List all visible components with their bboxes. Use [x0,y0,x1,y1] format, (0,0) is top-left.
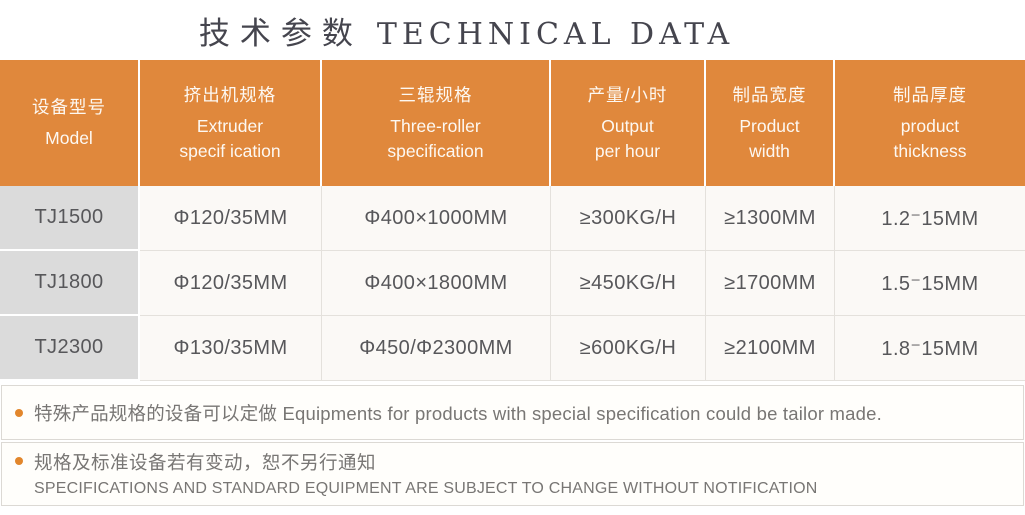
cell-output: ≥600KG/H [551,316,706,381]
header-cell-product-width: 制品宽度 Product width [706,60,835,186]
header-thickness-en: product thickness [893,115,967,161]
table-header-row: 设备型号 Model 挤出机规格 Extruder specif ication… [0,60,1025,186]
header-model-en: Model [45,128,93,149]
table-row-tj1800: TJ1800 Φ120/35MM Φ400×1800MM ≥450KG/H ≥1… [0,251,1025,316]
note-subject-to-change-zh: 规格及标准设备若有变动，恕不另行通知 [34,452,377,473]
header-cell-roller-spec: 三辊规格 Three-roller specification [322,60,551,186]
header-width-en: Product width [739,115,800,161]
cell-output: ≥450KG/H [551,251,706,316]
cell-product-thickness: 1.2⁻15MM [835,186,1025,251]
cell-model: TJ1500 [0,186,140,251]
header-extruder-zh: 挤出机规格 [183,84,277,105]
cell-extruder-spec: Φ120/35MM [140,251,322,316]
cell-product-width: ≥1300MM [706,186,835,251]
header-output-en: Output per hour [594,115,661,161]
cell-model: TJ1800 [0,251,140,316]
header-roller-en: Three-roller specification [387,115,484,161]
table-row-tj1500: TJ1500 Φ120/35MM Φ400×1000MM ≥300KG/H ≥1… [0,186,1025,251]
header-output-zh: 产量/小时 [587,84,668,105]
header-width-zh: 制品宽度 [732,84,807,105]
table-row-tj2300: TJ2300 Φ130/35MM Φ450/Φ2300MM ≥600KG/H ≥… [0,316,1025,381]
header-model-zh: 设备型号 [32,97,106,118]
header-extruder-en: Extruder specif ication [179,115,281,161]
cell-product-width: ≥2100MM [706,316,835,381]
bullet-icon [15,408,23,417]
table-body: TJ1500 Φ120/35MM Φ400×1000MM ≥300KG/H ≥1… [0,186,1025,381]
page-title-en: TECHNICAL DATA [376,16,735,52]
cell-extruder-spec: Φ130/35MM [140,316,322,381]
cell-output: ≥300KG/H [551,186,706,251]
header-cell-output: 产量/小时 Output per hour [551,60,706,186]
technical-data-table: 设备型号 Model 挤出机规格 Extruder specif ication… [0,60,1025,381]
cell-model: TJ2300 [0,316,140,381]
header-thickness-zh: 制品厚度 [893,84,967,105]
cell-extruder-spec: Φ120/35MM [140,186,322,251]
note-custom-specification: 特殊产品规格的设备可以定做 Equipments for products wi… [1,385,1024,440]
note-custom-specification-text: 特殊产品规格的设备可以定做 Equipments for products wi… [34,402,882,424]
note-subject-to-change: 规格及标准设备若有变动，恕不另行通知 SPECIFICATIONS AND ST… [1,442,1024,506]
header-cell-product-thickness: 制品厚度 product thickness [835,60,1025,186]
header-cell-extruder-spec: 挤出机规格 Extruder specif ication [140,60,322,186]
cell-product-thickness: 1.5⁻15MM [835,251,1025,316]
cell-product-thickness: 1.8⁻15MM [835,316,1025,381]
header-roller-zh: 三辊规格 [398,84,473,105]
note-subject-to-change-en: SPECIFICATIONS AND STANDARD EQUIPMENT AR… [34,479,818,497]
page-title-zh: 技术参数 [198,15,363,52]
cell-roller-spec: Φ450/Φ2300MM [322,316,551,381]
page-title: 技术参数 TECHNICAL DATA [0,0,1025,60]
cell-roller-spec: Φ400×1000MM [322,186,551,251]
cell-product-width: ≥1700MM [706,251,835,316]
cell-roller-spec: Φ400×1800MM [322,251,551,316]
bullet-icon [15,457,23,465]
header-cell-model: 设备型号 Model [0,60,140,186]
